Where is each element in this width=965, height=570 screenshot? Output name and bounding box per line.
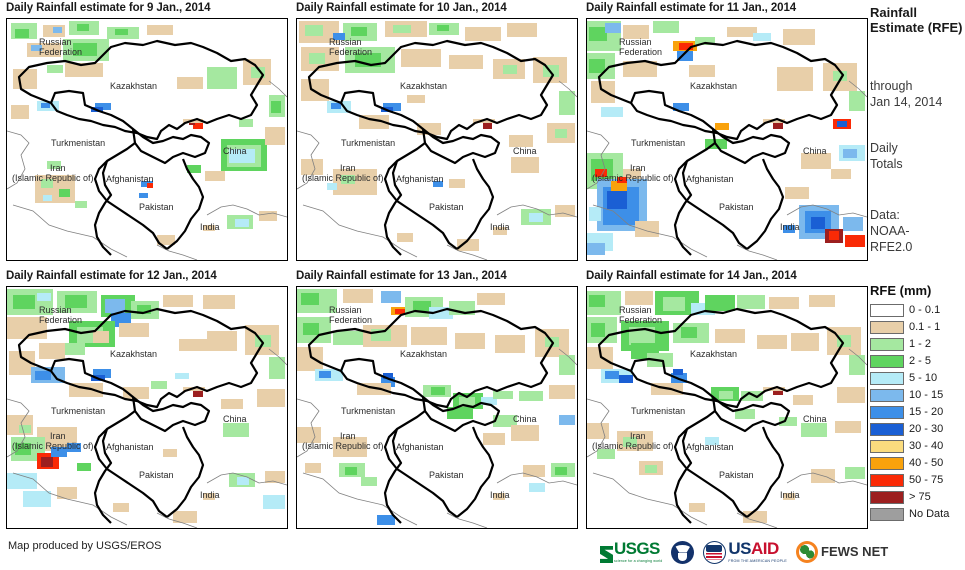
- legend-label: 10 - 15: [909, 389, 944, 401]
- map-frame[interactable]: Russian Federation Kazakhstan Turkmenista…: [586, 18, 868, 261]
- legend-label: 0.1 - 1: [909, 321, 941, 333]
- legend-label: 30 - 40: [909, 440, 944, 452]
- sidebar-title: Rainfall Estimate (RFE): [870, 5, 963, 35]
- legend-label: 2 - 5: [909, 355, 932, 367]
- usaid-logo[interactable]: USAID FROM THE AMERICAN PEOPLE: [703, 539, 788, 564]
- legend-label: 5 - 10: [909, 372, 938, 384]
- map-panel-title: Daily Rainfall estimate for 14 Jan., 201…: [586, 270, 797, 282]
- legend-row: 30 - 40: [870, 438, 965, 455]
- through-date: Jan 14, 2014: [870, 95, 943, 109]
- rfe-legend: RFE (mm) 0 - 0.1 0.1 - 1 1 - 2 2 - 5 5 -…: [870, 283, 965, 523]
- rainfall-raster: [587, 19, 867, 260]
- map-panel-grid: Daily Rainfall estimate for 9 Jan., 2014: [6, 2, 868, 532]
- legend-row: 10 - 15: [870, 387, 965, 404]
- sidebar-data-source: Data: NOAA- RFE2.0: [870, 207, 965, 255]
- rainfall-raster: [7, 287, 287, 528]
- map-frame[interactable]: Russian Federation Kazakhstan Turkmenista…: [6, 286, 288, 529]
- legend-swatch: [870, 440, 904, 453]
- sidebar-totals: Daily Totals: [870, 140, 965, 172]
- legend-row: 0.1 - 1: [870, 319, 965, 336]
- legend-swatch: [870, 355, 904, 368]
- legend-swatch: [870, 338, 904, 351]
- usgs-wordmark: USGS: [614, 539, 660, 558]
- legend-row: 5 - 10: [870, 370, 965, 387]
- through-label: through: [870, 79, 913, 93]
- legend-label: 20 - 30: [909, 423, 944, 435]
- rainfall-raster: [297, 287, 577, 528]
- legend-swatch: [870, 508, 904, 521]
- map-panel-12-jan[interactable]: Daily Rainfall estimate for 12 Jan., 201…: [6, 270, 288, 532]
- map-panel-9-jan[interactable]: Daily Rainfall estimate for 9 Jan., 2014: [6, 2, 288, 264]
- map-panel-title: Daily Rainfall estimate for 9 Jan., 2014: [6, 2, 211, 14]
- totals-line-2: Totals: [870, 157, 903, 171]
- legend-row: 40 - 50: [870, 455, 965, 472]
- legend-row: 1 - 2: [870, 336, 965, 353]
- fews-net-logo[interactable]: FEWS NET: [796, 541, 888, 563]
- usgs-wave-icon: USGS science for a changing world: [600, 539, 663, 563]
- map-panel-13-jan[interactable]: Daily Rainfall estimate for 13 Jan., 201…: [296, 270, 578, 532]
- legend-swatch: [870, 406, 904, 419]
- legend-row: > 75: [870, 489, 965, 506]
- data-source-line-1: NOAA-: [870, 224, 910, 238]
- legend-swatch: [870, 474, 904, 487]
- data-source-line-2: RFE2.0: [870, 240, 913, 254]
- legend-label: 15 - 20: [909, 406, 944, 418]
- data-label: Data:: [870, 208, 900, 222]
- rainfall-raster: [587, 287, 867, 528]
- legend-row: 50 - 75: [870, 472, 965, 489]
- legend-swatch: [870, 457, 904, 470]
- legend-swatch: [870, 389, 904, 402]
- usgs-wave-glyph: [600, 546, 613, 563]
- legend-row: 20 - 30: [870, 421, 965, 438]
- partner-logos: USGS science for a changing world USAID …: [600, 536, 960, 568]
- totals-line-1: Daily: [870, 141, 898, 155]
- fews-globe-icon: [796, 541, 819, 563]
- legend-row: 15 - 20: [870, 404, 965, 421]
- sidebar: Rainfall Estimate (RFE) through Jan 14, …: [864, 0, 965, 536]
- legend-row: 2 - 5: [870, 353, 965, 370]
- map-panel-10-jan[interactable]: Daily Rainfall estimate for 10 Jan., 201…: [296, 2, 578, 264]
- legend-label: 40 - 50: [909, 457, 944, 469]
- map-panel-title: Daily Rainfall estimate for 11 Jan., 201…: [586, 2, 797, 14]
- map-frame[interactable]: Russian Federation Kazakhstan Turkmenista…: [296, 18, 578, 261]
- noaa-seal-icon: [671, 540, 695, 564]
- map-credit: Map produced by USGS/EROS: [8, 540, 162, 552]
- legend-label: No Data: [909, 508, 950, 520]
- legend-row: 0 - 0.1: [870, 302, 965, 319]
- sidebar-through: through Jan 14, 2014: [870, 78, 965, 110]
- legend-label: 50 - 75: [909, 474, 944, 486]
- legend-swatch: [870, 423, 904, 436]
- map-panel-11-jan[interactable]: Daily Rainfall estimate for 11 Jan., 201…: [586, 2, 868, 264]
- rainfall-raster: [297, 19, 577, 260]
- legend-swatch: [870, 372, 904, 385]
- legend-swatch: [870, 491, 904, 504]
- map-frame[interactable]: Russian Federation Kazakhstan Turkmenista…: [296, 286, 578, 529]
- map-panel-title: Daily Rainfall estimate for 13 Jan., 201…: [296, 270, 507, 282]
- usaid-tagline: FROM THE AMERICAN PEOPLE: [728, 559, 788, 563]
- map-panel-14-jan[interactable]: Daily Rainfall estimate for 14 Jan., 201…: [586, 270, 868, 532]
- legend-row: No Data: [870, 506, 965, 523]
- legend-label: > 75: [909, 491, 931, 503]
- legend-swatch: [870, 304, 904, 317]
- legend-label: 0 - 0.1: [909, 304, 941, 316]
- noaa-logo[interactable]: [671, 540, 695, 564]
- legend-title: RFE (mm): [870, 283, 932, 298]
- usgs-tagline: science for a changing world: [614, 559, 663, 563]
- legend-swatch: [870, 321, 904, 334]
- map-panel-title: Daily Rainfall estimate for 12 Jan., 201…: [6, 270, 217, 282]
- map-panel-title: Daily Rainfall estimate for 10 Jan., 201…: [296, 2, 507, 14]
- map-frame[interactable]: Russian Federation Kazakhstan Turkmenista…: [6, 18, 288, 261]
- map-frame[interactable]: Russian Federation Kazakhstan Turkmenista…: [586, 286, 868, 529]
- rainfall-raster: [7, 19, 287, 260]
- legend-label: 1 - 2: [909, 338, 932, 350]
- fews-wordmark: FEWS NET: [821, 544, 889, 559]
- usaid-wordmark: USAID: [728, 539, 779, 558]
- usgs-logo[interactable]: USGS science for a changing world: [600, 539, 663, 563]
- usaid-seal-icon: [703, 540, 727, 564]
